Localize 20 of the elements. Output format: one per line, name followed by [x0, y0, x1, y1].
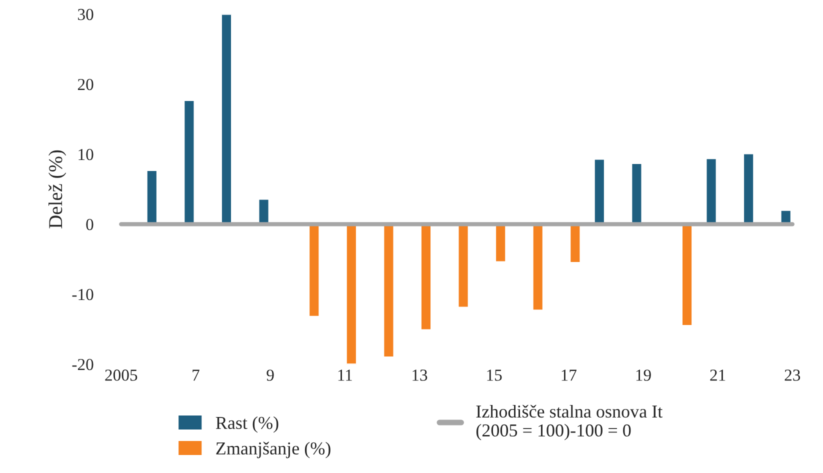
- legend-label: Izhodišče stalna osnova It (2005 = 100)-100 = 0: [476, 404, 663, 440]
- x-tick-label: 2005: [105, 370, 138, 381]
- y-tick-label: -10: [72, 288, 94, 300]
- x-tick-label: 7: [192, 370, 200, 381]
- x-tick-label: 23: [784, 370, 800, 381]
- y-tick-label: 20: [78, 78, 94, 90]
- legend-label: Rast (%): [216, 416, 278, 433]
- x-tick-label: 17: [562, 370, 576, 381]
- y-tick-label: 10: [78, 148, 94, 160]
- y-axis-title: Delež (%): [48, 150, 66, 228]
- x-tick-label: 21: [710, 370, 726, 381]
- y-tick-label: 0: [86, 218, 94, 230]
- x-tick-label: 19: [636, 370, 651, 381]
- x-tick-label: 9: [266, 370, 274, 381]
- y-tick-label: 30: [78, 8, 94, 20]
- x-tick-label: 15: [487, 370, 502, 381]
- x-tick-label: 13: [412, 370, 428, 381]
- y-tick-label: -20: [72, 358, 94, 370]
- legend-label: Zmanjšanje (%): [216, 442, 330, 458]
- x-tick-label: 11: [338, 370, 352, 381]
